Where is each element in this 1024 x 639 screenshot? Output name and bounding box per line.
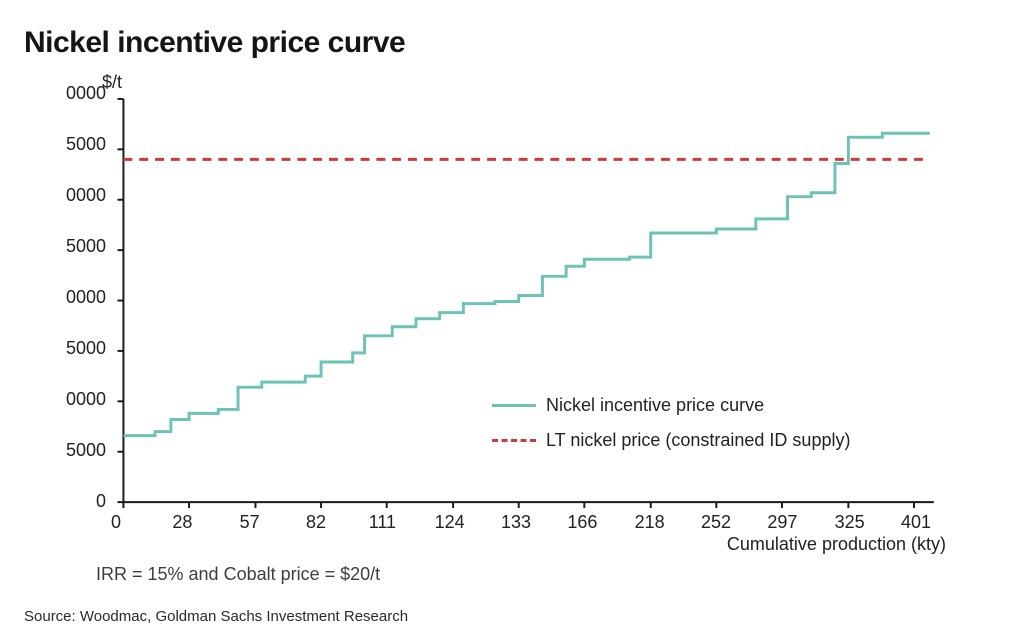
x-tick-label: 297: [762, 512, 802, 533]
x-tick-label: 111: [362, 512, 402, 533]
x-tick-label: 325: [830, 512, 870, 533]
y-tick-label: 0000: [46, 389, 106, 410]
x-tick-label: 401: [896, 512, 936, 533]
legend-label-curve: Nickel incentive price curve: [546, 395, 764, 416]
x-tick-label: 133: [496, 512, 536, 533]
x-tick-label: 0: [96, 512, 136, 533]
legend-label-lt: LT nickel price (constrained ID supply): [546, 430, 850, 451]
chart-area: $/t 000050000000500000005000000050000 02…: [116, 94, 956, 542]
y-tick-label: 0000: [46, 185, 106, 206]
chart-title: Nickel incentive price curve: [24, 26, 1000, 60]
legend-item-curve: Nickel incentive price curve: [492, 395, 850, 416]
y-tick-label: 5000: [46, 236, 106, 257]
page: Nickel incentive price curve $/t 0000500…: [0, 0, 1024, 639]
source-attribution: Source: Woodmac, Goldman Sachs Investmen…: [24, 608, 408, 625]
y-tick-label: 0000: [46, 287, 106, 308]
x-tick-label: 218: [630, 512, 670, 533]
x-tick-label: 57: [230, 512, 270, 533]
x-tick-label: 28: [162, 512, 202, 533]
legend-swatch-lt: [492, 439, 536, 442]
x-tick-label: 252: [696, 512, 736, 533]
chart-legend: Nickel incentive price curve LT nickel p…: [492, 395, 850, 465]
chart-footnote: IRR = 15% and Cobalt price = $20/t: [96, 564, 380, 585]
legend-item-lt: LT nickel price (constrained ID supply): [492, 430, 850, 451]
x-tick-label: 124: [430, 512, 470, 533]
y-tick-label: 5000: [46, 440, 106, 461]
x-tick-label: 82: [296, 512, 336, 533]
y-tick-label: 5000: [46, 338, 106, 359]
x-axis-title: Cumulative production (kty): [727, 534, 946, 555]
y-tick-label: 0: [46, 491, 106, 512]
y-tick-label: 5000: [46, 134, 106, 155]
legend-swatch-curve: [492, 404, 536, 407]
x-tick-label: 166: [562, 512, 602, 533]
y-tick-label: 0000: [46, 83, 106, 104]
